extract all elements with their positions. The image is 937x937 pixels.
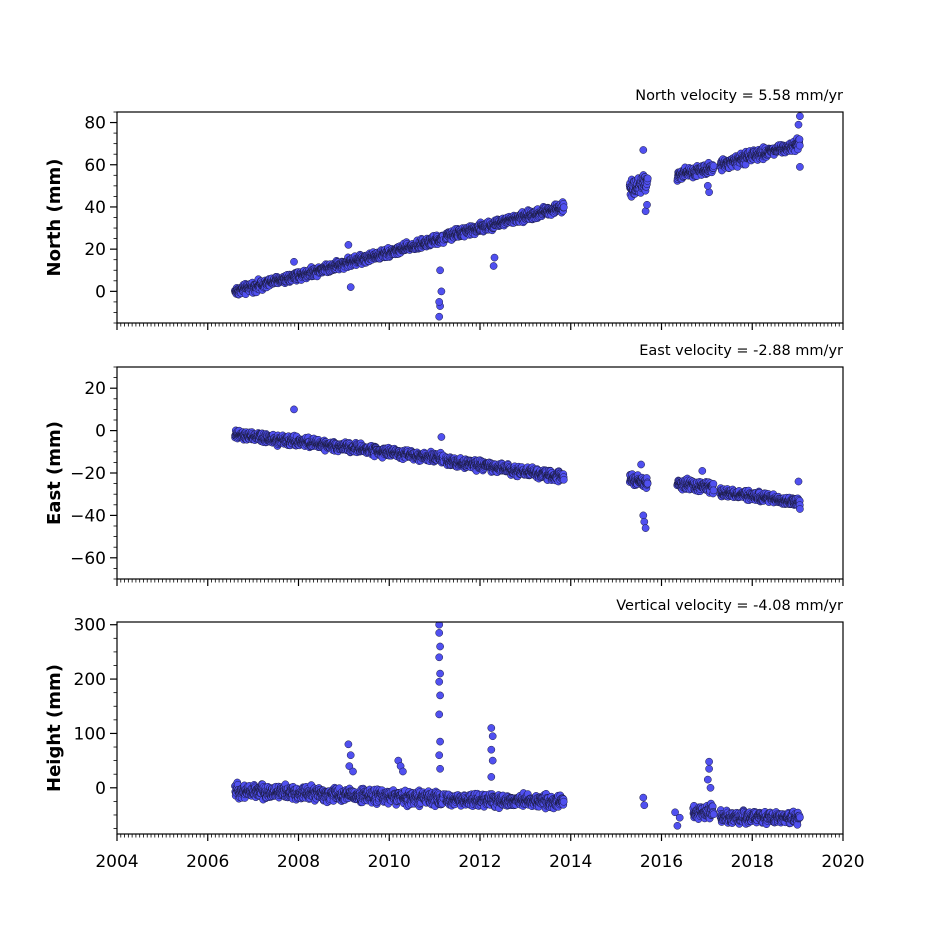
north-y-axis-title: North (mm) [44,159,65,277]
east-outlier-point [640,517,649,526]
north-outlier-point [344,241,353,249]
east-outlier-point [794,477,803,486]
east-points [231,405,804,532]
north-outlier-point [346,283,355,291]
north-outlier-point [490,253,499,262]
north-outlier-point [796,112,804,121]
east-point [709,479,718,488]
north-point [709,162,718,170]
north-outlier-point [435,298,444,306]
east-y-tick-label: −60 [70,549,106,569]
north-outlier-point [435,312,444,321]
north-y-tick-label: 80 [84,114,106,134]
north-outlier-point [639,146,648,154]
north-outlier-point [703,181,712,190]
north-x-axis [116,323,844,330]
east-point [643,479,652,488]
east-outlier-point [698,467,707,475]
east-y-tick-label: 20 [84,379,106,399]
north-velocity-title: North velocity = 5.58 mm/yr [635,88,843,104]
panels: 0 20 40 60 80 North (mm) North velocity = 5.58… [44,88,865,872]
east-point [709,486,718,495]
north-points [231,112,804,321]
north-outlier-point [641,207,650,216]
north-outlier-point [290,257,298,266]
east-outlier-point [637,460,645,469]
east-velocity-title: East velocity = -2.88 mm/yr [639,343,843,359]
east-point [559,475,568,484]
east-y-tick-label: −40 [70,506,106,526]
east-outlier-point [437,433,446,441]
north-point [559,203,568,212]
north-y-tick-label: 60 [84,156,106,176]
north-y-tick-label: 0 [95,282,106,302]
north-y-tick-label: 20 [84,240,106,260]
east-y-tick-label: −20 [70,464,106,484]
east-outlier-point [796,505,804,513]
north-outlier-point [489,262,498,270]
north-outlier-point [437,287,446,296]
north-outlier-point [643,200,651,209]
north-outlier-point [705,188,713,197]
north-outlier-point [794,120,803,129]
east-outlier-point [639,511,648,520]
east-outlier-point [290,405,298,414]
north-outlier-point [796,163,804,171]
north-y-axis: 0 20 40 60 80 [84,111,117,324]
north-y-tick-label: 40 [84,198,106,218]
north-point [795,141,804,150]
east-y-tick-label: 0 [95,422,106,442]
north-point [643,174,652,183]
east-y-axis-title: East (mm) [44,421,65,525]
north-outlier-point [436,266,444,275]
east-panel: −60 −40 −20 0 20 East (mm) East velocity = -2.… [44,343,844,586]
north-panel: 0 20 40 60 80 North (mm) North velocity = 5.58… [44,88,844,330]
east-outlier-point [641,524,650,532]
